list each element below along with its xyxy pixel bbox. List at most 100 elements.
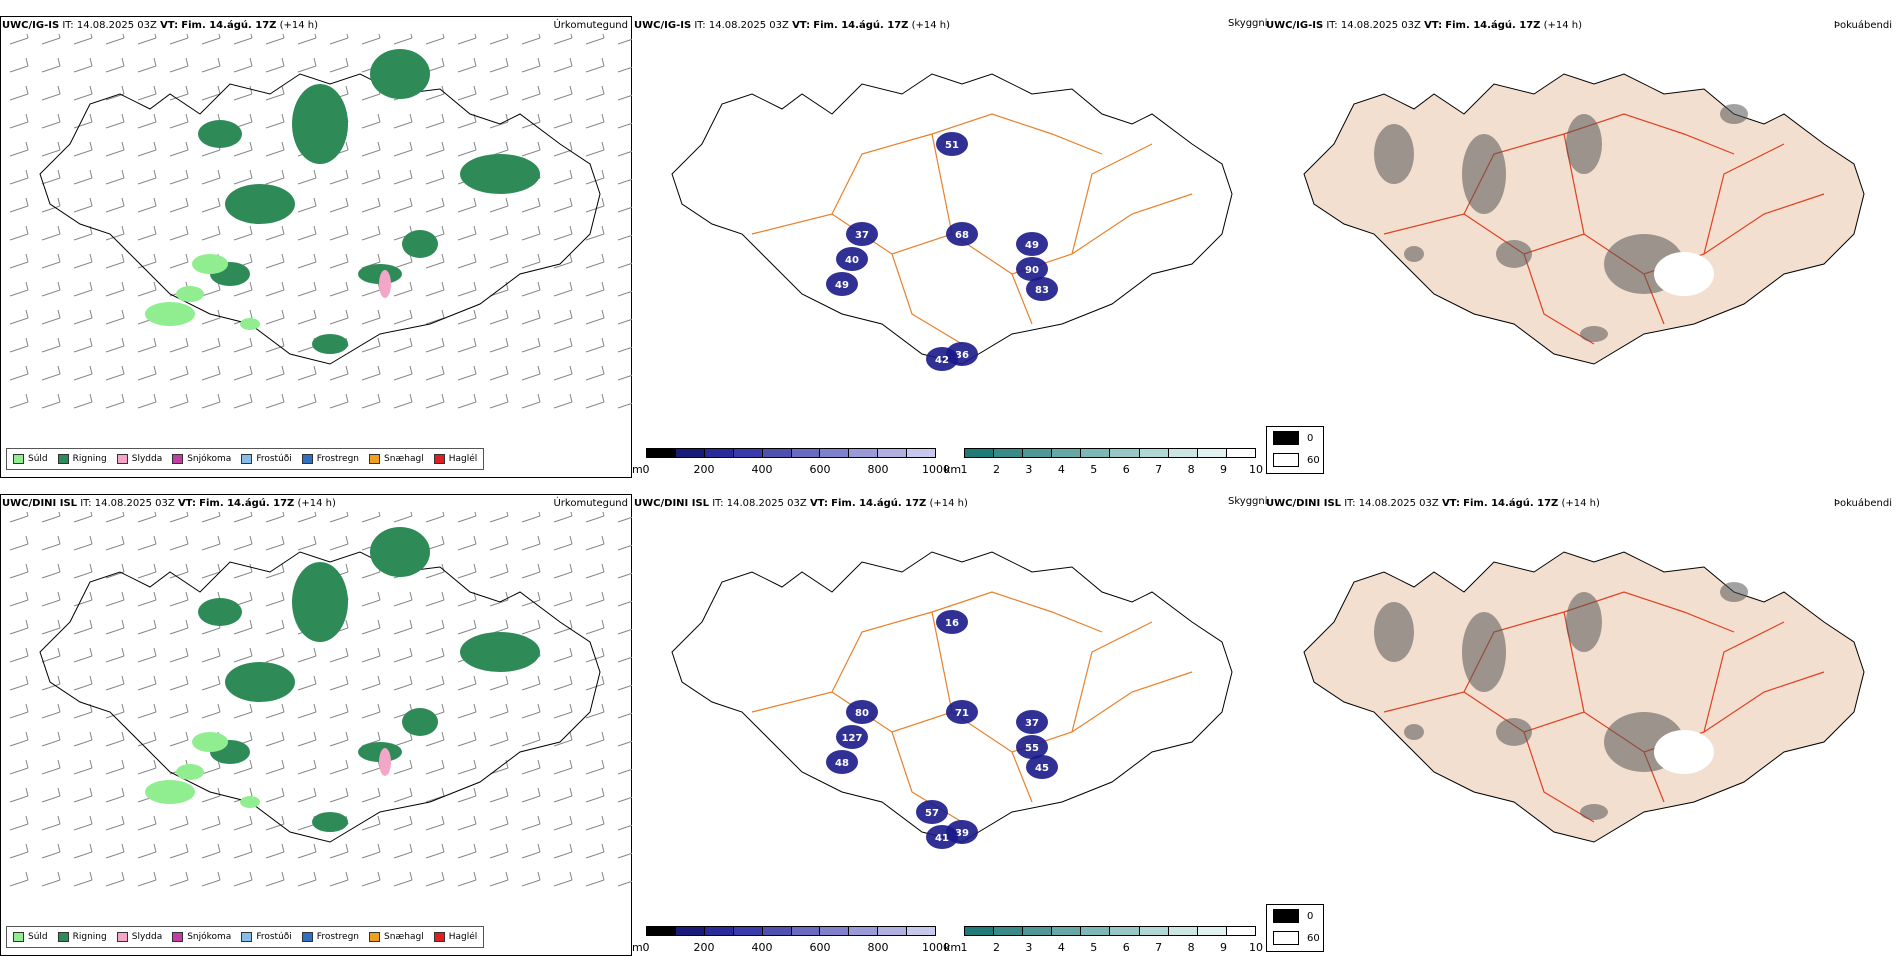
wind-barb — [345, 225, 349, 235]
wind-barb — [329, 851, 349, 859]
rain-area — [358, 264, 402, 284]
wind-barb — [425, 655, 445, 663]
wind-barb — [553, 121, 573, 129]
colorbar-tick: 4 — [1057, 463, 1065, 476]
wind-barb — [425, 177, 445, 185]
wind-barb — [249, 619, 253, 629]
wind-barb — [329, 373, 349, 381]
wind-barb — [121, 393, 125, 403]
road-line — [931, 611, 953, 713]
wind-barb — [89, 365, 93, 375]
wind-barb — [569, 787, 573, 797]
wind-barb — [25, 535, 29, 545]
wind-barb — [361, 571, 381, 579]
wind-barb — [473, 337, 477, 347]
wind-barb — [473, 787, 477, 797]
wind-barb — [41, 345, 61, 353]
wind-barb — [553, 851, 573, 859]
wind-barb — [361, 683, 381, 691]
rain-area — [358, 742, 402, 762]
visibility-area — [916, 800, 948, 824]
wind-barb — [281, 57, 285, 67]
drizzle-area — [145, 780, 195, 804]
wind-barb — [425, 121, 445, 129]
wind-barb — [617, 600, 632, 607]
colorbar-tick: 2 — [992, 463, 1000, 476]
wind-barb — [233, 627, 253, 635]
wind-barb — [217, 393, 221, 403]
wind-barb — [409, 141, 413, 151]
wind-barb — [585, 93, 605, 101]
wind-barb — [25, 563, 29, 573]
wind-barb — [249, 871, 253, 881]
wind-barb — [521, 711, 541, 719]
rain-area — [312, 334, 348, 354]
wind-barb — [57, 85, 61, 95]
wind-barb — [137, 879, 157, 887]
legend-item: Snæhagl — [369, 932, 424, 942]
visibility-label: 49 — [835, 280, 849, 291]
wind-barb — [617, 178, 632, 185]
wind-barb — [441, 85, 445, 95]
rain-area — [402, 708, 438, 736]
wind-barb — [585, 317, 605, 325]
legend-swatch — [172, 932, 184, 942]
colorbar-segment — [791, 449, 821, 457]
colorbar-segment — [704, 927, 734, 935]
wind-barb — [9, 655, 29, 663]
visibility-label: 45 — [1035, 763, 1049, 774]
wind-barb — [73, 655, 93, 663]
wind-barb — [249, 113, 253, 123]
wind-barb — [569, 365, 573, 375]
wind-barb — [89, 675, 93, 685]
wind-barb — [393, 317, 413, 325]
wind-barb — [521, 571, 541, 579]
wind-barb — [409, 815, 413, 825]
wind-barb — [105, 683, 125, 691]
fog-area — [1496, 240, 1532, 268]
wind-barb — [73, 823, 93, 831]
wind-barb — [185, 393, 189, 403]
colorbar-segment — [762, 927, 792, 935]
wind-barb — [105, 851, 125, 859]
fog-legend-swatch — [1273, 931, 1299, 945]
wind-barb — [57, 675, 61, 685]
wind-barb — [105, 879, 125, 887]
wind-barb — [105, 121, 125, 129]
wind-barb — [489, 401, 509, 409]
wind-barb — [361, 823, 381, 831]
visibility-area — [1026, 755, 1058, 779]
wind-barb — [553, 65, 573, 73]
wind-barb — [521, 851, 541, 859]
wind-barb — [9, 289, 29, 297]
wind-barb — [297, 851, 317, 859]
fog-legend: 0 60 — [1266, 904, 1324, 952]
wind-barb — [569, 563, 573, 573]
fog-area — [1580, 326, 1608, 342]
colorbar-strip — [646, 926, 936, 936]
wind-barb — [122, 512, 125, 517]
drizzle-area — [176, 764, 204, 780]
fog-area — [1462, 612, 1506, 692]
wind-barb — [441, 843, 445, 853]
wind-barb — [505, 141, 509, 151]
wind-barb — [121, 141, 125, 151]
wind-barb — [233, 37, 253, 45]
wind-barb — [585, 205, 605, 213]
wind-barb — [217, 85, 221, 95]
wind-barb — [201, 795, 221, 803]
sleet-area — [379, 270, 391, 298]
wind-barb — [121, 591, 125, 601]
wind-barb — [73, 851, 93, 859]
wind-barb — [553, 543, 573, 551]
wind-barb — [473, 675, 477, 685]
wind-barb — [553, 795, 573, 803]
wind-barb — [601, 281, 605, 291]
wind-barb — [265, 543, 285, 551]
wind-barb — [233, 543, 253, 551]
wind-barb — [377, 253, 381, 263]
wind-barb — [217, 843, 221, 853]
wind-barb — [153, 365, 157, 375]
panel-title: Skyggni — [1228, 496, 1268, 507]
wind-barb — [601, 85, 605, 95]
